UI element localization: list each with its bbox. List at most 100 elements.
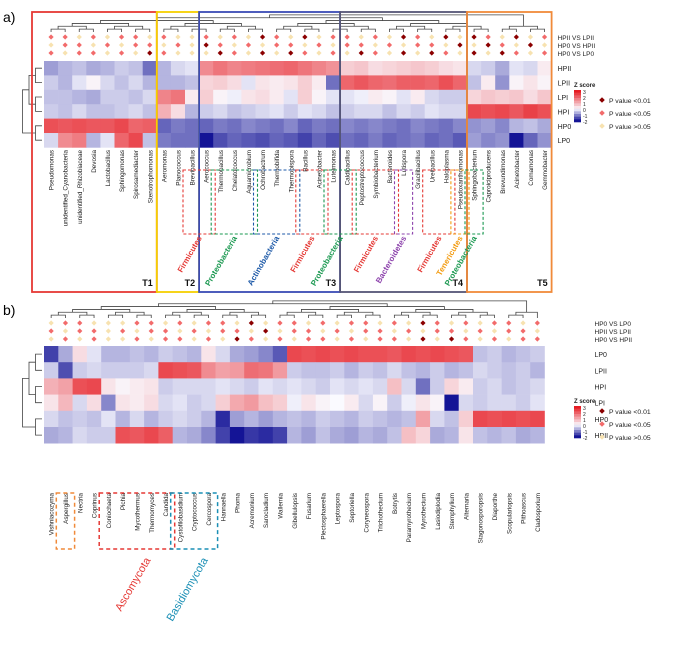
significance-marker xyxy=(288,42,294,48)
significance-marker xyxy=(134,320,140,326)
column-label: Cystofilobasidium xyxy=(177,493,184,542)
significance-marker xyxy=(448,336,455,342)
significance-marker xyxy=(48,34,54,40)
column-label: Haloplasma xyxy=(443,150,450,184)
taxon-box xyxy=(182,169,216,235)
heatmap-cell xyxy=(86,61,101,76)
heatmap-cell xyxy=(481,104,496,119)
significance-marker xyxy=(147,34,153,40)
heatmap-cell xyxy=(467,89,482,105)
heatmap-cell xyxy=(100,104,115,119)
heatmap-cell xyxy=(473,427,488,444)
heatmap-cell xyxy=(170,61,186,76)
significance-marker xyxy=(330,34,336,40)
p-value-marker xyxy=(599,123,605,129)
significance-marker xyxy=(162,320,169,326)
significance-marker xyxy=(434,336,440,342)
column-label: Mycothermus xyxy=(134,493,141,531)
p-value-marker xyxy=(599,434,605,440)
zscore-swatch xyxy=(574,119,581,123)
heatmap-cell xyxy=(72,118,87,134)
significance-marker xyxy=(471,50,477,56)
significance-marker xyxy=(259,34,266,40)
heatmap-cell xyxy=(311,133,327,148)
heatmap-cell xyxy=(244,362,259,379)
heatmap-cell xyxy=(467,133,482,148)
heatmap-cell xyxy=(487,427,502,444)
heatmap-cell xyxy=(227,104,242,119)
heatmap-cell xyxy=(315,394,331,412)
heatmap-cell xyxy=(330,378,345,395)
heatmap-cell xyxy=(44,75,59,91)
significance-marker xyxy=(161,34,167,40)
group-label: T5 xyxy=(537,278,548,288)
significance-marker xyxy=(118,42,125,48)
taxon-label: Ascomycota xyxy=(113,555,154,614)
comparison-label: HPII VS LPII xyxy=(558,35,595,42)
significance-marker xyxy=(420,320,426,326)
heatmap-cell xyxy=(501,346,517,363)
heatmap-cell xyxy=(315,362,331,379)
column-dendrogram-b xyxy=(401,311,431,316)
heatmap-cell xyxy=(430,394,445,412)
column-label: Pseudomonas xyxy=(49,150,56,190)
column-dendrogram-b xyxy=(172,311,202,316)
heatmap-cell xyxy=(509,75,524,91)
column-label: Cercospora xyxy=(206,493,213,526)
heatmap-cell xyxy=(72,378,88,395)
heatmap-cell xyxy=(158,427,173,444)
column-label: Thermobacillus xyxy=(218,150,225,193)
heatmap-cell xyxy=(255,133,270,148)
column-dendrogram-b xyxy=(308,314,324,318)
significance-marker xyxy=(62,42,68,48)
column-dendrogram-b xyxy=(222,314,238,318)
heatmap-cell xyxy=(438,133,454,148)
heatmap-cell xyxy=(287,346,302,363)
significance-marker xyxy=(277,336,283,342)
heatmap-cell xyxy=(172,362,188,379)
zscore-swatch xyxy=(574,416,581,420)
significance-marker xyxy=(477,328,483,334)
heatmap-cell xyxy=(44,89,59,105)
zscore-swatch xyxy=(574,432,581,436)
heatmap-cell xyxy=(452,104,468,119)
column-label: Fusarium xyxy=(306,493,313,519)
group-label: T3 xyxy=(326,278,337,288)
significance-marker xyxy=(527,42,534,48)
significance-marker xyxy=(105,320,111,326)
heatmap-cell xyxy=(258,410,274,428)
column-dendrogram-b xyxy=(515,311,538,318)
panel-b-label: b) xyxy=(3,302,15,318)
heatmap-cell xyxy=(72,394,88,412)
heatmap-cell xyxy=(344,362,359,379)
significance-marker xyxy=(491,336,498,342)
heatmap-cell xyxy=(424,89,440,105)
heatmap-cell xyxy=(114,118,129,134)
heatmap-cell xyxy=(530,378,545,395)
significance-marker xyxy=(406,336,412,342)
significance-marker xyxy=(415,34,421,40)
heatmap-cell xyxy=(100,89,115,105)
heatmap-cell xyxy=(430,346,445,363)
significance-marker xyxy=(104,50,111,56)
heatmap-cell xyxy=(444,362,459,379)
heatmap-cell xyxy=(172,378,188,395)
heatmap-cell xyxy=(495,118,510,134)
heatmap-cell xyxy=(372,427,388,444)
significance-marker xyxy=(491,328,498,334)
heatmap-cell xyxy=(101,346,116,363)
heatmap-cell xyxy=(523,89,538,105)
heatmap-cell xyxy=(100,61,115,76)
heatmap-cell xyxy=(501,362,517,379)
heatmap-cell xyxy=(297,61,313,76)
column-dendrogram-a xyxy=(396,25,426,30)
heatmap-cell xyxy=(311,89,327,105)
column-label: Ureibacillus xyxy=(429,150,436,183)
heatmap-cell xyxy=(114,104,129,119)
heatmap-cell xyxy=(515,410,531,428)
significance-marker xyxy=(541,34,548,40)
heatmap-cell xyxy=(201,362,216,379)
heatmap-cell xyxy=(172,346,188,363)
heatmap-cell xyxy=(72,427,88,444)
heatmap-cell xyxy=(358,362,374,379)
